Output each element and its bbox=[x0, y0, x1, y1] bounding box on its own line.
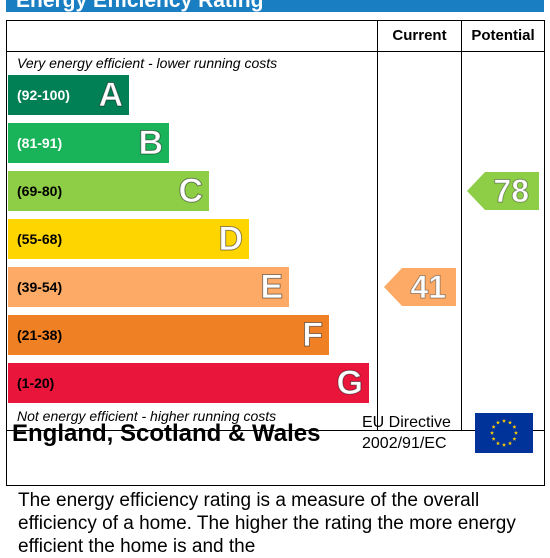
bottom-note: Not energy efficient - higher running co… bbox=[17, 408, 277, 424]
band-b: (81-91) B bbox=[8, 123, 169, 163]
band-range-label: (81-91) bbox=[17, 135, 63, 151]
eu-star bbox=[501, 442, 507, 447]
eu-star bbox=[513, 430, 519, 435]
band-letter: A bbox=[98, 76, 124, 115]
eu-star bbox=[495, 420, 501, 425]
band-range-label: (39-54) bbox=[17, 279, 63, 295]
header-divider bbox=[7, 51, 544, 52]
band-f: (21-38) F bbox=[8, 315, 329, 355]
eu-star bbox=[507, 420, 513, 425]
potential-rating-arrow-shape bbox=[467, 172, 539, 210]
potential-rating-arrow-value: 78 bbox=[493, 173, 530, 210]
band-letter: D bbox=[218, 220, 244, 259]
potential-rating-arrow: 78 bbox=[467, 172, 539, 210]
eu-star bbox=[491, 424, 496, 429]
footer-country: England, Scotland & Wales bbox=[12, 420, 321, 447]
band-a: (92-100) A bbox=[8, 75, 129, 115]
eu-star bbox=[512, 424, 517, 429]
eu-star bbox=[507, 441, 513, 446]
potential-column-divider bbox=[461, 21, 462, 430]
eu-directive: EU Directive 2002/91/EC bbox=[362, 412, 451, 454]
band-letter: B bbox=[138, 124, 164, 163]
band-letter: G bbox=[336, 364, 363, 403]
eu-directive-line1: EU Directive bbox=[362, 414, 451, 431]
band-range-label: (55-68) bbox=[17, 231, 63, 247]
rating-chart: Current Potential Very energy efficient … bbox=[6, 20, 545, 486]
footer-divider bbox=[7, 430, 544, 431]
band-g: (1-20) G bbox=[8, 363, 369, 403]
band-letter: C bbox=[178, 172, 204, 211]
current-column-header: Current bbox=[392, 27, 447, 44]
eu-star bbox=[495, 441, 501, 446]
eu-directive-line2: 2002/91/EC bbox=[362, 435, 447, 452]
top-note: Very energy efficient - lower running co… bbox=[17, 55, 278, 71]
band-range-label: (92-100) bbox=[17, 87, 70, 103]
current-rating-arrow-shape bbox=[384, 268, 456, 306]
band-e: (39-54) E bbox=[8, 267, 289, 307]
band-letter: E bbox=[260, 268, 284, 307]
description-text: The energy efficiency rating is a measur… bbox=[18, 490, 516, 557]
band-range-label: (21-38) bbox=[17, 327, 63, 343]
current-column-divider bbox=[377, 21, 378, 430]
current-rating-arrow-value: 41 bbox=[410, 269, 447, 306]
eu-star bbox=[512, 436, 517, 441]
band-d: (55-68) D bbox=[8, 219, 249, 259]
potential-column-header: Potential bbox=[471, 27, 535, 44]
eu-star bbox=[489, 430, 495, 435]
current-rating-arrow: 41 bbox=[384, 268, 456, 306]
page-title: Energy Efficiency Rating bbox=[6, 0, 544, 12]
band-letter: F bbox=[302, 316, 324, 355]
eu-flag-icon bbox=[475, 413, 533, 453]
eu-star bbox=[501, 418, 507, 423]
band-c: (69-80) C bbox=[8, 171, 209, 211]
band-range-label: (69-80) bbox=[17, 183, 63, 199]
eu-star bbox=[491, 436, 496, 441]
band-range-label: (1-20) bbox=[17, 375, 55, 391]
